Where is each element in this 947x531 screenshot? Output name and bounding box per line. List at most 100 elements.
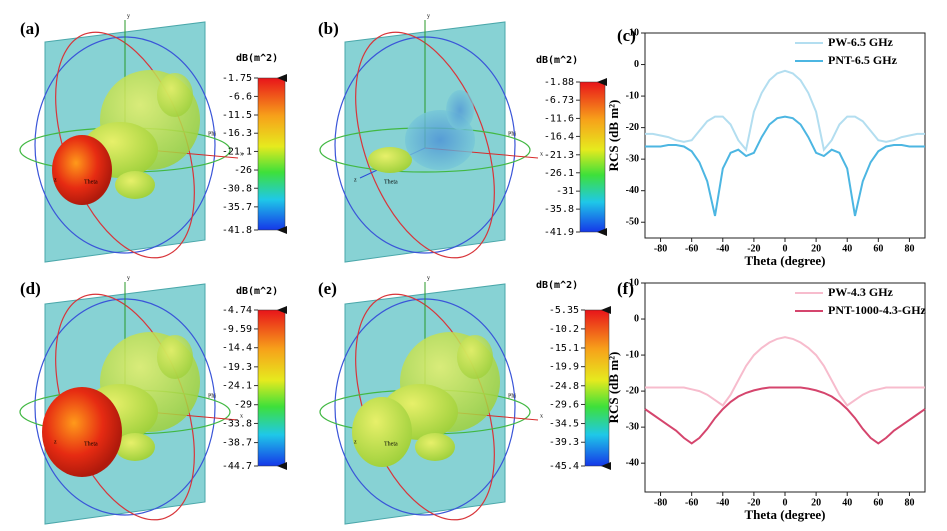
legend-label: PNT-1000-4.3-GHz	[828, 303, 927, 317]
colorbar-tick-label: -11.6	[544, 113, 574, 124]
panel-label: (a)	[20, 19, 40, 38]
x-tick-label: -80	[654, 243, 667, 254]
colorbar-tick-label: -19.9	[549, 362, 579, 373]
lobe	[446, 90, 474, 130]
colorbar-tick-label: -19.3	[222, 362, 252, 373]
colorbar-tick-label: -31	[556, 186, 574, 197]
x-tick-label: -60	[685, 243, 698, 254]
axis-label: Phi	[508, 393, 516, 399]
marker	[277, 306, 287, 314]
x-tick-label: -40	[716, 243, 729, 254]
y-tick-label: -20	[626, 385, 639, 396]
colorbar-tick-label: -5.35	[549, 305, 579, 316]
lobe	[415, 433, 455, 461]
series-line	[645, 115, 925, 217]
axis-label: y	[427, 13, 430, 19]
series-line	[645, 69, 925, 152]
axis-label: Theta	[84, 179, 98, 185]
lobe	[368, 147, 412, 173]
axis-label: Phi	[208, 393, 216, 399]
colorbar-tick-label: -38.7	[222, 438, 252, 449]
colorbar-tick-label: -15.1	[549, 343, 579, 354]
panel-label: (c)	[617, 26, 636, 45]
marker	[601, 306, 611, 314]
marker	[277, 74, 287, 82]
colorbar-tick-label: -44.7	[222, 461, 252, 472]
marker	[601, 462, 611, 470]
colorbar-tick-label: -1.88	[544, 77, 574, 88]
legend-label: PNT-6.5 GHz	[828, 53, 898, 67]
y-tick-label: -30	[626, 421, 639, 432]
x-tick-label: 60	[873, 243, 883, 254]
orbit	[355, 31, 495, 259]
colorbar-title: dB(m^2)	[236, 53, 278, 64]
colorbar-tick-label: -26.1	[544, 168, 574, 179]
colorbar	[584, 309, 610, 467]
axis-label: y	[427, 275, 430, 281]
radiation-pattern: y x z Theta Phi	[19, 13, 243, 263]
axis-label: x	[540, 151, 543, 157]
colorbar-title: dB(m^2)	[236, 286, 278, 297]
lobe	[157, 73, 193, 117]
colorbar-tick-label: -35.8	[544, 204, 574, 215]
y-tick-label: -30	[626, 153, 639, 164]
colorbar-tick-label: -6.73	[544, 95, 574, 106]
axis-label: Phi	[508, 131, 516, 137]
panel-label: (e)	[318, 279, 337, 298]
colorbar-tick-label: -24.1	[222, 381, 252, 392]
x-tick-label: 40	[842, 497, 852, 508]
x-tick-label: 80	[904, 243, 914, 254]
x-tick-label: -40	[716, 497, 729, 508]
colorbar-tick-label: -24.8	[549, 381, 579, 392]
colorbar-tick-label: -14.4	[222, 343, 252, 354]
colorbar-tick-label: -10.2	[549, 324, 579, 335]
colorbar-tick-label: -16.4	[544, 131, 574, 142]
panel-label: (d)	[20, 279, 41, 298]
marker	[597, 78, 607, 86]
x-tick-label: 20	[811, 497, 821, 508]
x-tick-label: 60	[873, 497, 883, 508]
lobe	[115, 433, 155, 461]
colorbar-tick-label: -39.3	[549, 437, 579, 448]
colorbar-title: dB(m^2)	[536, 280, 578, 291]
axis-label: x	[540, 413, 543, 419]
axis-label: z	[54, 177, 57, 183]
colorbar-tick-label: -9.59	[222, 324, 252, 335]
y-tick-label: 10	[629, 277, 639, 288]
x-tick-label: -80	[654, 497, 667, 508]
y-axis-label: RCS (dB m²)	[606, 352, 621, 424]
x-tick-label: 20	[811, 243, 821, 254]
legend-label: PW-6.5 GHz	[828, 35, 894, 49]
series-line	[645, 336, 925, 407]
colorbar	[257, 77, 286, 231]
colorbar-tick-label: -34.5	[549, 419, 579, 430]
y-tick-label: 0	[634, 313, 639, 324]
x-axis-label: Theta (degree)	[745, 253, 826, 268]
colorbar-tick-label: -33.8	[222, 418, 252, 429]
axis-label: z	[354, 177, 357, 183]
colorbar-tick-label: -6.6	[228, 91, 252, 102]
axis-label: y	[127, 13, 130, 19]
x-tick-label: 0	[783, 497, 788, 508]
axis-label: Phi	[208, 131, 216, 137]
radiation-pattern: y x z Theta Phi	[319, 13, 543, 263]
colorbar-title: dB(m^2)	[536, 55, 578, 66]
y-tick-label: -50	[626, 217, 639, 228]
colorbar-tick-label: -26	[234, 165, 252, 176]
colorbar-tick-label: -21.3	[544, 150, 574, 161]
colorbar-tick-label: -35.7	[222, 202, 252, 213]
colorbar-tick-label: -45.4	[549, 461, 579, 472]
marker	[277, 462, 287, 470]
colorbar-tick-label: -41.9	[544, 227, 574, 238]
main-lobe	[52, 135, 112, 205]
lobe	[115, 171, 155, 199]
x-tick-label: -60	[685, 497, 698, 508]
colorbar-tick-label: -29.6	[549, 399, 579, 410]
y-tick-label: -20	[626, 122, 639, 133]
y-tick-label: -40	[626, 185, 639, 196]
colorbar	[579, 81, 606, 233]
panel-label: (b)	[318, 19, 339, 38]
legend-label: PW-4.3 GHz	[828, 285, 894, 299]
main-lobe	[42, 387, 122, 477]
